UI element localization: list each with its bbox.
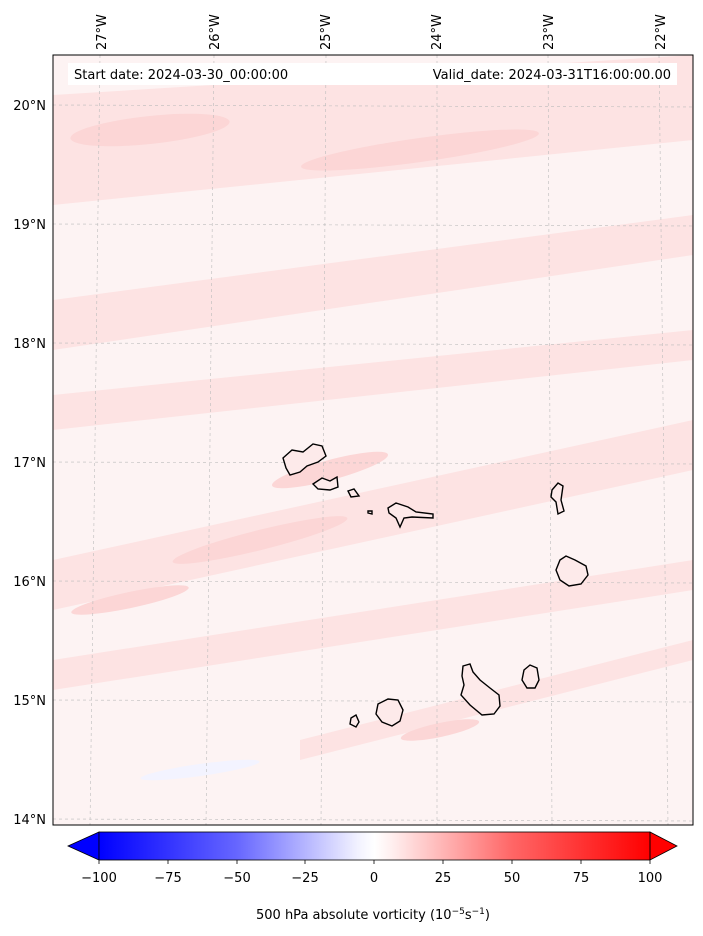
- island-maio: [521, 664, 540, 689]
- island-brava: [349, 713, 360, 728]
- coastlines: [282, 443, 589, 728]
- lat-label: 18°N: [13, 337, 46, 352]
- island-fogo: [375, 698, 404, 727]
- lon-label: 22°W: [654, 14, 669, 50]
- island-santo-antao: [282, 443, 327, 476]
- start-date-label: Start date: 2024-03-30_00:00:00: [74, 68, 288, 83]
- lon-label: 27°W: [95, 14, 110, 50]
- island-santiago: [460, 663, 501, 716]
- colorbar-label: 500 hPa absolute vorticity (10−5s−1): [256, 907, 490, 923]
- colorbar-tick-label: 50: [504, 871, 521, 886]
- lat-labels: 20°N 19°N 18°N 17°N 16°N 15°N 14°N: [13, 99, 46, 828]
- lon-label: 23°W: [542, 14, 557, 50]
- weak-negative-patch: [140, 759, 260, 781]
- lat-label: 15°N: [13, 694, 46, 709]
- colorbar-extend-min: [67, 831, 100, 861]
- island-boa-vista: [555, 555, 589, 587]
- colorbar-tick-label: 100: [638, 871, 663, 886]
- lon-label: 26°W: [208, 14, 223, 50]
- colorbar-tick-label: 75: [573, 871, 590, 886]
- island-sao-nicolau: [387, 502, 434, 529]
- colorbar-frame: [98, 831, 651, 861]
- lon-label: 25°W: [319, 14, 334, 50]
- colorbar-tick-label: 0: [370, 871, 378, 886]
- vorticity-patches: [70, 113, 539, 741]
- valid-date-label: Valid_date: 2024-03-31T16:00:00.00: [433, 68, 671, 83]
- lat-label: 16°N: [13, 575, 46, 590]
- island-raso: [367, 510, 373, 515]
- map-panel: Start date: 2024-03-30_00:00:00 Valid_da…: [53, 55, 693, 825]
- map-frame: [52, 54, 694, 826]
- gridlines: [53, 55, 693, 825]
- lat-label: 14°N: [13, 813, 46, 828]
- colorbar-tick-label: −25: [291, 871, 318, 886]
- island-sao-vicente: [311, 475, 339, 491]
- colorbar-tick-label: −100: [81, 871, 117, 886]
- header-box: [68, 63, 677, 85]
- colorbar: −100 −75 −50 −25 0 25 50 75 100 500 hPa …: [67, 831, 678, 923]
- colorbar-extend-max: [649, 831, 678, 861]
- colorbar-tick-label: −75: [154, 871, 181, 886]
- lat-label: 17°N: [13, 456, 46, 471]
- colorbar-ticks: [98, 860, 651, 864]
- colorbar-tick-label: 25: [435, 871, 452, 886]
- colorbar-gradient: [99, 832, 650, 860]
- island-sal: [550, 482, 565, 516]
- lat-label: 19°N: [13, 218, 46, 233]
- lat-label: 20°N: [13, 99, 46, 114]
- colorbar-tick-label: −50: [223, 871, 250, 886]
- lon-labels: 27°W 26°W 25°W 24°W 23°W 22°W: [95, 14, 669, 50]
- colorbar-tick-labels: −100 −75 −50 −25 0 25 50 75 100: [81, 871, 662, 886]
- lon-label: 24°W: [430, 14, 445, 50]
- island-santa-luzia: [347, 488, 361, 498]
